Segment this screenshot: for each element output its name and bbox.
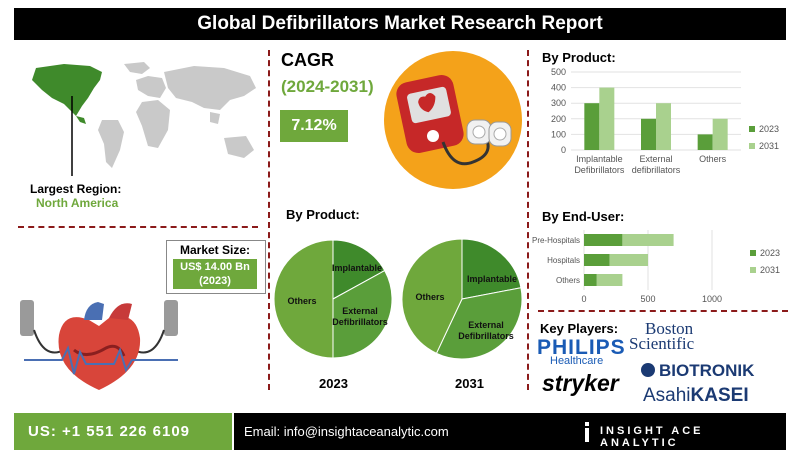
y-tick-label: 0	[561, 145, 566, 155]
y-tick-label: 200	[551, 114, 566, 124]
bar-2023	[584, 103, 600, 150]
divider-left-horizontal	[18, 226, 258, 228]
pie-slice-1	[332, 269, 393, 359]
bar-2023	[641, 118, 656, 150]
asahi-logo-part1: Asahi	[643, 385, 691, 406]
cagr-label: CAGR	[281, 50, 334, 70]
asahi-logo-part2: KASEI	[690, 385, 749, 406]
pie-label: Implantable	[332, 263, 382, 273]
product-bar-title: By Product:	[542, 50, 616, 65]
boston-logo-line2: Scientific	[629, 334, 695, 353]
brand-logo-icon	[582, 422, 592, 442]
aed-device-illustration	[384, 51, 522, 189]
legend-swatch-2031	[750, 267, 756, 273]
pie-label: Others	[415, 292, 444, 302]
divider-right-horizontal	[538, 310, 788, 312]
boston-logo-line1: Boston	[645, 319, 694, 338]
legend-label: 2031	[759, 141, 779, 151]
stryker-logo-text: stryker	[542, 370, 619, 396]
y-tick-label: 300	[551, 98, 566, 108]
legend-label: 2031	[760, 265, 780, 275]
pie-label: Others	[287, 296, 316, 306]
market-size-label: Market Size:	[179, 243, 251, 257]
market-size-value-amount: US$ 14.00 Bn	[180, 261, 250, 273]
cagr-value: 7.12%	[280, 110, 348, 142]
bar-2031	[596, 274, 623, 286]
x-tick-label: Defibrillators	[574, 165, 625, 175]
legend-swatch-2023	[749, 126, 755, 132]
y-tick-label: 500	[551, 67, 566, 77]
pie-slice-2	[401, 238, 463, 354]
bar-2031	[599, 87, 615, 150]
x-tick-label: 0	[581, 294, 586, 304]
biotronik-logo-text: BIOTRONIK	[659, 361, 755, 380]
pie-label: Defibrillators	[332, 317, 388, 327]
pie-section-title: By Product:	[286, 207, 360, 222]
philips-healthcare-text: Healthcare	[550, 355, 604, 367]
market-size-value-year: (2023)	[199, 275, 231, 287]
philips-logo-text: PHILIPS	[537, 336, 626, 359]
cagr-period: (2024-2031)	[281, 77, 374, 96]
x-tick-label: Implantable	[576, 154, 623, 164]
legend-label: 2023	[759, 124, 779, 134]
bar-2031	[609, 254, 648, 266]
footer-email: Email: info@insightaceanalytic.com	[244, 424, 449, 439]
x-tick-label: defibrillators	[632, 165, 681, 175]
divider-right	[527, 50, 529, 390]
bar-2023	[697, 134, 713, 150]
pie-label: External	[342, 306, 378, 316]
bar-2023	[584, 234, 623, 246]
key-players-title: Key Players:	[540, 321, 619, 336]
pie-year-2023: 2023	[319, 376, 348, 391]
x-tick-label: External	[639, 154, 672, 164]
market-size-value: US$ 14.00 Bn (2023)	[173, 259, 257, 289]
footer-bar: Email: info@insightaceanalytic.com INSIG…	[234, 413, 786, 450]
biotronik-icon	[641, 363, 655, 377]
boston-scientific-logo: Boston Scientific	[629, 319, 694, 352]
product-bar-chart: 0 100 200 300 400 500 ImplantableDefibrillator…	[551, 67, 779, 175]
pie-label: Defibrillators	[458, 331, 514, 341]
y-tick-label: Others	[556, 276, 580, 285]
pie-year-2031: 2031	[455, 376, 484, 391]
y-tick-label: 100	[551, 129, 566, 139]
bar-2023	[584, 254, 610, 266]
y-tick-label: 400	[551, 83, 566, 93]
y-tick-label: Pre-Hospitals	[532, 236, 580, 245]
pie-slice-0	[461, 238, 522, 300]
asahi-kasei-logo: AsahiKASEI	[643, 385, 749, 407]
divider-left	[268, 50, 270, 390]
pie-slice-0	[332, 239, 386, 300]
bar-2031	[712, 118, 728, 150]
enduser-bar-chart: 0 500 1000 Pre-Hospitals Hospitals Others 2023…	[532, 230, 780, 304]
x-tick-label: 500	[640, 294, 655, 304]
y-tick-label: Hospitals	[547, 256, 580, 265]
bar-2031	[656, 103, 671, 150]
footer-phone: US: +1 551 226 6109	[14, 413, 232, 450]
x-tick-label: 1000	[702, 294, 722, 304]
bar-2031	[622, 234, 674, 246]
pie-label: Implantable	[467, 274, 517, 284]
report-title: Global Defibrillators Market Research Re…	[14, 8, 786, 40]
enduser-bar-title: By End-User:	[542, 209, 625, 224]
heart-defibrillator-illustration	[20, 300, 178, 390]
legend-label: 2023	[760, 248, 780, 258]
legend-swatch-2031	[749, 143, 755, 149]
pie-slice-2	[273, 239, 334, 359]
legend-swatch-2023	[750, 250, 756, 256]
world-map	[32, 62, 256, 176]
pie-label: External	[468, 320, 504, 330]
pie-slice-1	[435, 287, 523, 360]
footer-brand: INSIGHT ACE ANALYTIC	[600, 425, 704, 449]
largest-region-label: Largest Region:	[30, 182, 122, 196]
largest-region-value: North America	[36, 196, 119, 210]
bar-2023	[584, 274, 597, 286]
x-tick-label: Others	[699, 154, 727, 164]
